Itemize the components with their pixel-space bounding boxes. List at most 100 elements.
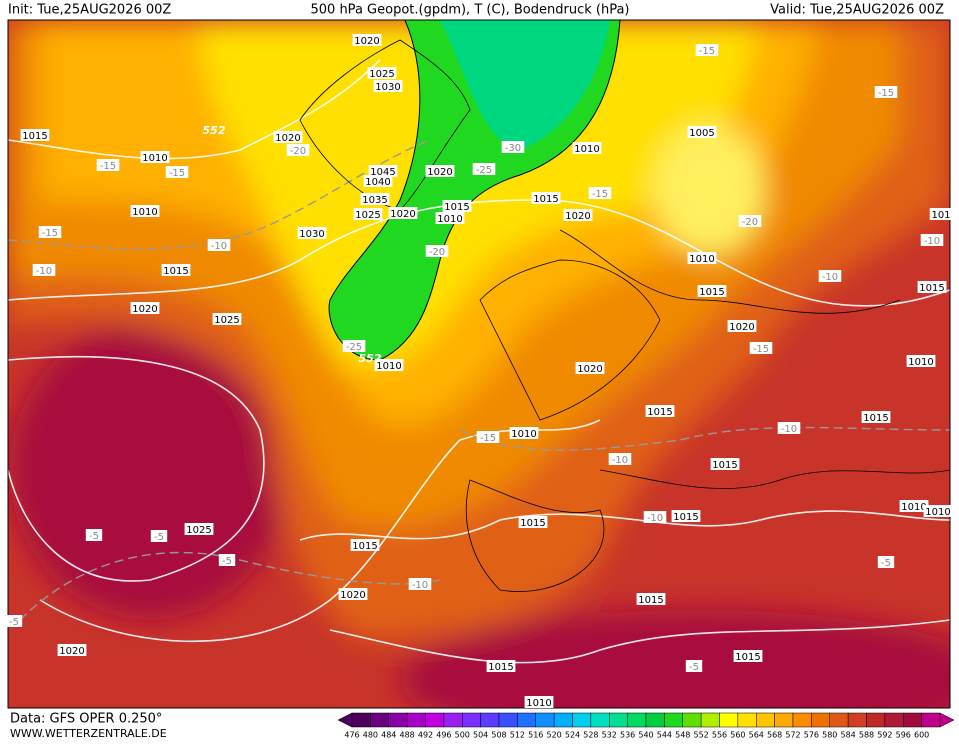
isobar-label: 1010 bbox=[132, 207, 157, 218]
colorbar-tick-label: 488 bbox=[399, 731, 414, 740]
isobar-label: 1025 bbox=[369, 69, 394, 80]
colorbar-swatch bbox=[425, 712, 445, 728]
temperature-label: -10 bbox=[822, 272, 838, 283]
label-box bbox=[297, 227, 327, 239]
colorbar-swatch bbox=[774, 712, 794, 728]
label-box bbox=[636, 593, 666, 605]
label-box bbox=[572, 142, 602, 154]
temperature-label: -15 bbox=[480, 433, 496, 444]
label-box bbox=[874, 86, 898, 98]
colorbar-swatch bbox=[370, 712, 389, 728]
label-box bbox=[685, 660, 703, 672]
label-box bbox=[777, 422, 801, 434]
label-box bbox=[130, 302, 160, 314]
colorbar-tick-label: 512 bbox=[510, 731, 525, 740]
temperature-label: -15 bbox=[42, 228, 58, 239]
label-box bbox=[435, 212, 465, 224]
height-label: 552 bbox=[203, 124, 226, 137]
isobar-label: 1010 bbox=[376, 361, 401, 372]
map-title: 500 hPa Geopot.(gpdm), T (C), Bodendruck… bbox=[311, 3, 630, 18]
label-box bbox=[687, 126, 717, 138]
label-box bbox=[899, 500, 929, 512]
isobar-label: 1025 bbox=[355, 210, 380, 221]
label-box bbox=[150, 530, 168, 542]
isobar-label: 1010 bbox=[908, 357, 933, 368]
colorbar-tick-label: 592 bbox=[877, 731, 892, 740]
label-box bbox=[352, 34, 382, 46]
colorbar-swatch bbox=[811, 712, 830, 728]
label-box bbox=[575, 362, 605, 374]
label-box bbox=[360, 193, 390, 205]
isobar-label: 1045 bbox=[370, 167, 395, 178]
isobar-label: 1010 bbox=[901, 502, 926, 513]
isobar-label: 1020 bbox=[340, 590, 365, 601]
colorbar-swatch bbox=[572, 712, 592, 728]
isobar-label: 1010 bbox=[142, 153, 167, 164]
colorbar-tick-label: 572 bbox=[785, 731, 800, 740]
colorbar-tick-label: 520 bbox=[546, 731, 561, 740]
isobar-label: 1015 bbox=[712, 460, 737, 471]
colorbar-tick-label: 588 bbox=[859, 731, 874, 740]
colorbar-tick-label: 528 bbox=[583, 731, 598, 740]
temperature-label: -15 bbox=[592, 189, 608, 200]
isobar-label: 1010 bbox=[689, 254, 714, 265]
isobar-label: 1015 bbox=[673, 512, 698, 523]
colorbar-swatch bbox=[829, 712, 849, 728]
temperature-label: -10 bbox=[781, 424, 797, 435]
label-box bbox=[96, 159, 120, 171]
colorbar-tick-label: 524 bbox=[565, 731, 580, 740]
label-box bbox=[408, 578, 432, 590]
isobar-label: 1015 bbox=[699, 287, 724, 298]
colorbar-tick-label: 540 bbox=[638, 731, 653, 740]
colorbar-swatch bbox=[406, 712, 426, 728]
isobar-label: 1025 bbox=[186, 525, 211, 536]
height-label: 552 bbox=[359, 352, 382, 365]
colorbar-swatch bbox=[517, 712, 536, 728]
isobar-label: 1015 bbox=[444, 202, 469, 213]
label-box bbox=[733, 650, 763, 662]
isobar-label: 1015 bbox=[22, 131, 47, 142]
colorbar-swatch bbox=[645, 712, 665, 728]
map-frame bbox=[7, 19, 951, 709]
label-box bbox=[353, 208, 383, 220]
isobar-label: 1020 bbox=[132, 304, 157, 315]
colorbar-tick-label: 544 bbox=[657, 731, 672, 740]
isobar-label: 1015 bbox=[533, 194, 558, 205]
isobar-label: 101 bbox=[931, 210, 950, 221]
label-box bbox=[645, 405, 675, 417]
temperature-label: -10 bbox=[612, 455, 628, 466]
isobar-label: 1020 bbox=[427, 167, 452, 178]
isobar-label: 1010 bbox=[511, 429, 536, 440]
isobar-label: 1015 bbox=[919, 283, 944, 294]
label-box bbox=[563, 209, 593, 221]
label-box bbox=[695, 44, 719, 56]
colorbar-swatch bbox=[719, 712, 739, 728]
label-box bbox=[476, 431, 500, 443]
colorbar-tick-label: 480 bbox=[363, 731, 378, 740]
isobar-label: 1020 bbox=[275, 133, 300, 144]
isobar-label: 1040 bbox=[365, 177, 390, 188]
temperature-label: -5 bbox=[9, 617, 19, 628]
label-box bbox=[373, 80, 403, 92]
isobar-label: 1010 bbox=[526, 698, 551, 709]
colorbar-swatch bbox=[590, 712, 610, 728]
label-box bbox=[218, 554, 236, 566]
label-box bbox=[442, 200, 472, 212]
label-box bbox=[687, 252, 717, 264]
colorbar-swatch bbox=[682, 712, 702, 728]
label-box bbox=[643, 511, 667, 523]
temperature-label: -25 bbox=[346, 342, 362, 353]
colorbar-tick-label: 504 bbox=[473, 731, 488, 740]
isobar-label: 1010 bbox=[574, 144, 599, 155]
label-box bbox=[472, 163, 496, 175]
colorbar: 476 480 484 488 492 496 500 504 508 512 516 520 524 5… bbox=[337, 712, 955, 740]
colorbar-tick-label: 496 bbox=[436, 731, 451, 740]
temperature-label: -10 bbox=[211, 241, 227, 252]
label-box bbox=[929, 208, 953, 220]
isobar-label: 1015 bbox=[638, 595, 663, 606]
isobar-label: 1035 bbox=[362, 195, 387, 206]
label-box bbox=[727, 320, 757, 332]
temperature-label: -15 bbox=[878, 88, 894, 99]
label-box bbox=[38, 226, 62, 238]
isobar-label: 1020 bbox=[354, 36, 379, 47]
